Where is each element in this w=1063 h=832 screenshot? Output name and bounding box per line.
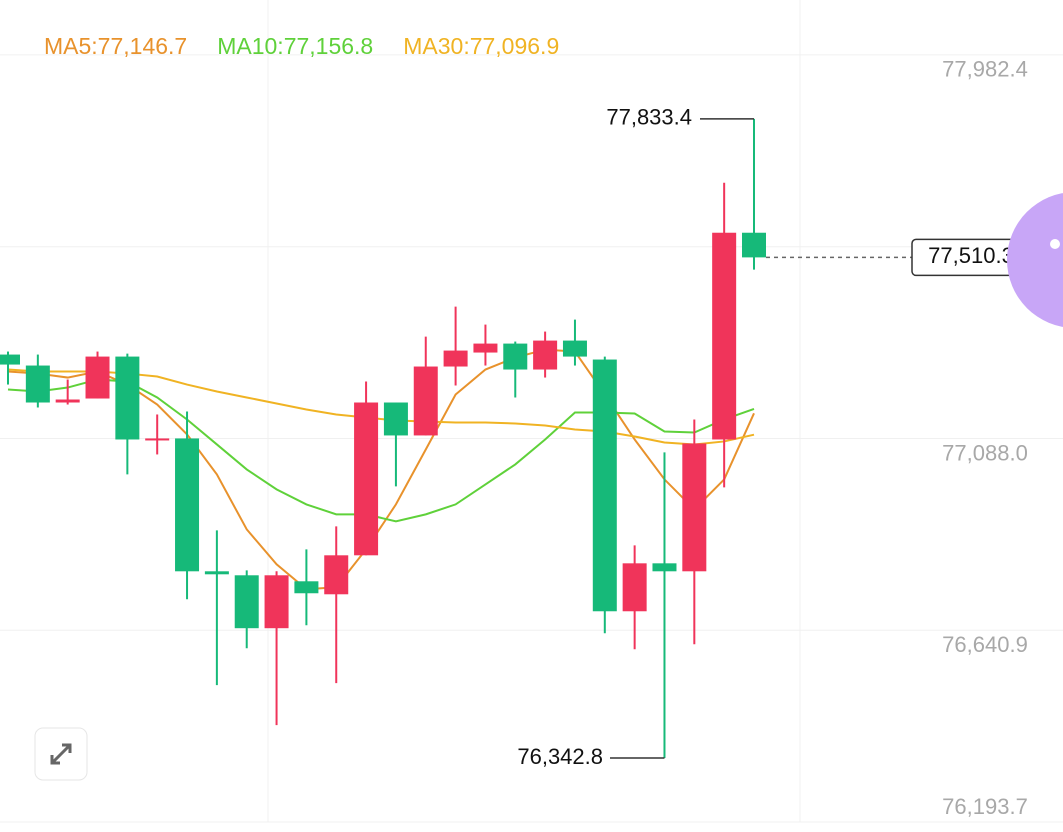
- candle-body: [562, 340, 587, 357]
- legend-entry: MA10:77,156.8: [217, 33, 373, 59]
- candle-body: [503, 343, 528, 370]
- candle-body: [85, 356, 110, 399]
- candle-body: [264, 575, 289, 629]
- candle-body: [0, 354, 20, 365]
- current-price-label: 77,510.3: [928, 243, 1014, 268]
- candle-body: [354, 402, 379, 556]
- y-tick-label: 77,982.4: [942, 57, 1028, 82]
- candle-body: [383, 402, 408, 436]
- y-tick-label: 76,193.7: [942, 794, 1028, 819]
- expand-icon: [50, 743, 72, 765]
- candle-body: [234, 575, 259, 629]
- high-label: 77,833.4: [606, 105, 692, 130]
- candle-body: [742, 232, 766, 258]
- candle-body: [712, 232, 737, 440]
- candle-body: [294, 581, 319, 594]
- candle-body: [175, 438, 200, 572]
- legend-entry: MA5:77,146.7: [44, 33, 187, 59]
- candle-body: [622, 563, 647, 612]
- legend-entry: MA30:77,096.9: [403, 33, 559, 59]
- candles: [0, 118, 766, 759]
- candle-body: [652, 563, 677, 572]
- floating-assistant[interactable]: [1007, 192, 1063, 328]
- candle-body: [682, 443, 707, 572]
- assistant-eye: [1050, 239, 1060, 249]
- expand-button[interactable]: [34, 727, 88, 781]
- candle-body: [324, 555, 349, 595]
- candle-body: [473, 343, 498, 353]
- y-tick-label: 76,640.9: [942, 632, 1028, 657]
- candle-body: [592, 359, 617, 612]
- candle-body: [115, 356, 140, 440]
- candle-body: [25, 365, 50, 403]
- legend: MA5:77,146.7 MA10:77,156.8 MA30:77,096.9: [44, 33, 559, 59]
- candle-body: [533, 340, 558, 370]
- low-label: 76,342.8: [517, 744, 603, 769]
- candle-body: [443, 350, 468, 367]
- candle-body: [55, 399, 80, 403]
- y-tick-label: 77,088.0: [942, 440, 1028, 465]
- candle-body: [145, 438, 170, 441]
- assistant-bubble[interactable]: [1007, 192, 1063, 328]
- candle-body: [204, 571, 229, 575]
- annotations: 77,833.4 76,342.8 77,510.3: [517, 105, 1031, 769]
- candle-body: [413, 366, 438, 436]
